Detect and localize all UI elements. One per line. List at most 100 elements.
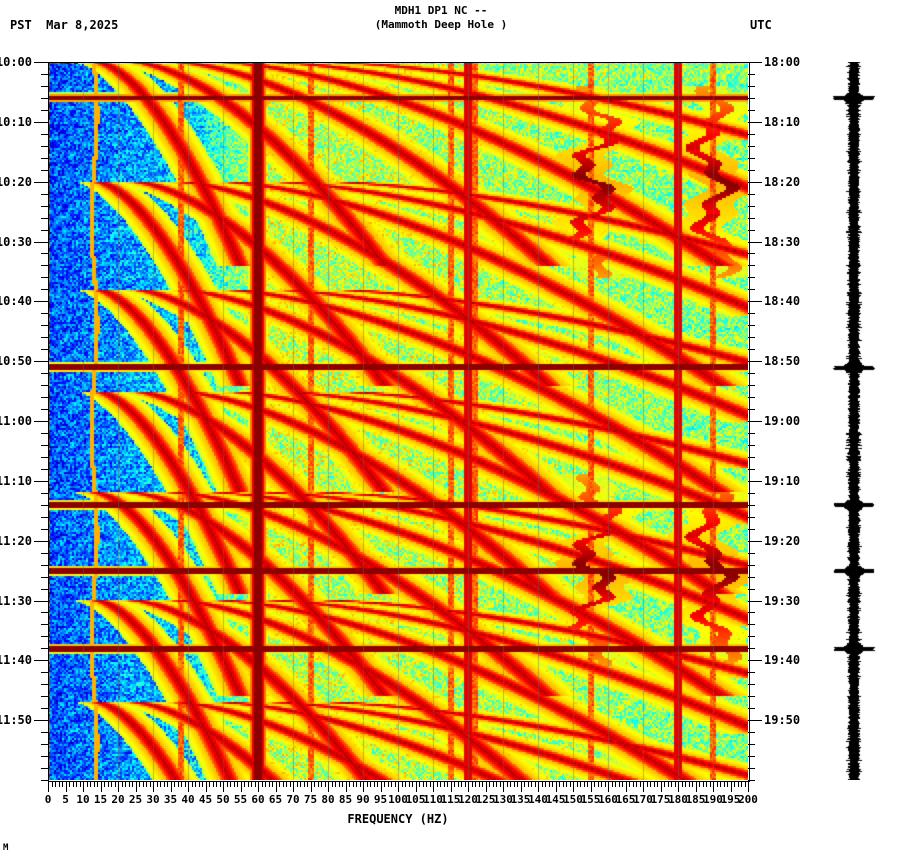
axis-tick-minor (41, 768, 48, 770)
axis-tick-minor (41, 648, 48, 650)
pst-time-label: 11:10 (0, 473, 32, 488)
freq-label: 15 (93, 793, 108, 806)
axis-tick-minor (748, 744, 755, 746)
axis-tick-minor (41, 564, 48, 566)
axis-tick-minor (41, 432, 48, 434)
utc-time-label: 18:30 (764, 234, 801, 249)
freq-tick-minor (142, 781, 144, 787)
freq-tick-minor (149, 781, 151, 787)
freq-tick-minor (181, 781, 182, 787)
axis-tick-minor (41, 552, 48, 554)
freq-tick-minor (184, 781, 186, 787)
freq-label: 45 (198, 793, 213, 806)
freq-label: 0 (44, 793, 52, 806)
freq-tick-minor (545, 781, 546, 787)
freq-tick-minor (492, 781, 494, 787)
axis-tick-minor (41, 169, 48, 171)
axis-tick-minor (41, 145, 48, 147)
axis-tick-minor (41, 708, 48, 710)
axis-tick-minor (41, 504, 48, 506)
freq-tick-major (608, 781, 609, 792)
freq-tick-major (625, 781, 627, 792)
axis-tick-minor (41, 756, 48, 758)
freq-tick-minor (706, 781, 707, 787)
freq-label: 95 (373, 793, 388, 806)
freq-label: 185 (685, 793, 706, 806)
spectrogram-canvas[interactable] (48, 62, 748, 780)
axis-tick-minor (41, 97, 48, 99)
axis-tick-major (34, 241, 48, 243)
utc-time-label: 18:50 (764, 354, 801, 369)
freq-tick-minor (163, 781, 165, 787)
freq-tick-major (450, 781, 452, 792)
freq-label: 30 (146, 793, 160, 806)
freq-tick-minor (552, 781, 553, 787)
axis-tick-minor (748, 684, 755, 686)
freq-tick-minor (370, 781, 371, 787)
pst-time-label: 10:00 (0, 55, 32, 69)
freq-tick-minor (580, 781, 581, 787)
freq-tick-minor (125, 781, 126, 787)
frequency-axis: 0 5 10 15 20 25 30 35 40 45 50 55 60 65 70 75 80 85 90 95 10… (44, 781, 758, 821)
axis-tick-minor (41, 157, 48, 159)
utc-time-label: 18:40 (764, 294, 801, 309)
header-left-timezone-date: PST Mar 8,2025 (10, 18, 119, 32)
freq-tick-major (118, 781, 119, 792)
freq-tick-major (223, 781, 224, 792)
freq-label: 80 (321, 793, 335, 806)
time-axis-pst: 10:00 10:10 10:20 10:30 10:40 10:50 11:00 11:10… (0, 55, 48, 781)
pst-time-label: 10:50 (0, 354, 32, 369)
freq-label: 145 (545, 793, 566, 806)
freq-tick-minor (510, 781, 511, 787)
freq-tick-major (100, 781, 102, 792)
freq-tick-minor (265, 781, 266, 787)
axis-tick-minor (41, 576, 48, 578)
axis-tick-minor (748, 672, 755, 674)
axis-tick-major (748, 241, 762, 243)
axis-tick-major (748, 301, 762, 303)
pst-time-label: 11:00 (0, 414, 32, 428)
freq-tick-minor (657, 781, 658, 787)
freq-label: 155 (580, 793, 601, 806)
freq-tick-minor (639, 781, 641, 787)
axis-tick-minor (41, 409, 48, 411)
freq-tick-minor (237, 781, 238, 787)
axis-tick-minor (748, 253, 755, 255)
freq-tick-minor (314, 781, 315, 787)
pst-time-label: 11:30 (0, 593, 32, 608)
axis-tick-major (34, 121, 48, 123)
freq-tick-major (380, 781, 382, 792)
axis-tick-minor (41, 780, 48, 781)
freq-label: 5 (62, 793, 69, 806)
axis-tick-minor (41, 289, 48, 291)
axis-tick-minor (748, 492, 755, 494)
freq-tick-minor (440, 781, 441, 787)
freq-tick-minor (177, 781, 179, 787)
freq-label: 165 (615, 793, 636, 806)
freq-tick-minor (104, 781, 105, 787)
axis-tick-minor (748, 349, 755, 351)
axis-tick-minor (748, 456, 755, 458)
freq-tick-minor (454, 781, 455, 787)
freq-tick-minor (419, 781, 420, 787)
spectrogram-plot[interactable] (48, 62, 748, 780)
utc-time-label: 19:10 (764, 473, 801, 488)
axis-tick-minor (41, 397, 48, 399)
axis-tick-minor (748, 133, 755, 135)
freq-tick-minor (650, 781, 651, 787)
freq-tick-major (293, 781, 294, 792)
freq-label: 190 (703, 793, 723, 806)
utc-time-label: 19:40 (764, 653, 801, 668)
axis-tick-minor (748, 97, 755, 99)
freq-tick-major (538, 781, 539, 792)
axis-tick-minor (748, 217, 755, 219)
axis-tick-minor (748, 109, 755, 111)
axis-tick-minor (748, 385, 755, 387)
axis-tick-major (34, 600, 48, 602)
freq-label: 100 (388, 793, 408, 806)
axis-tick-minor (41, 696, 48, 698)
freq-tick-minor (471, 781, 473, 787)
axis-tick-minor (41, 373, 48, 375)
axis-tick-minor (41, 313, 48, 315)
freq-tick-minor (121, 781, 123, 787)
